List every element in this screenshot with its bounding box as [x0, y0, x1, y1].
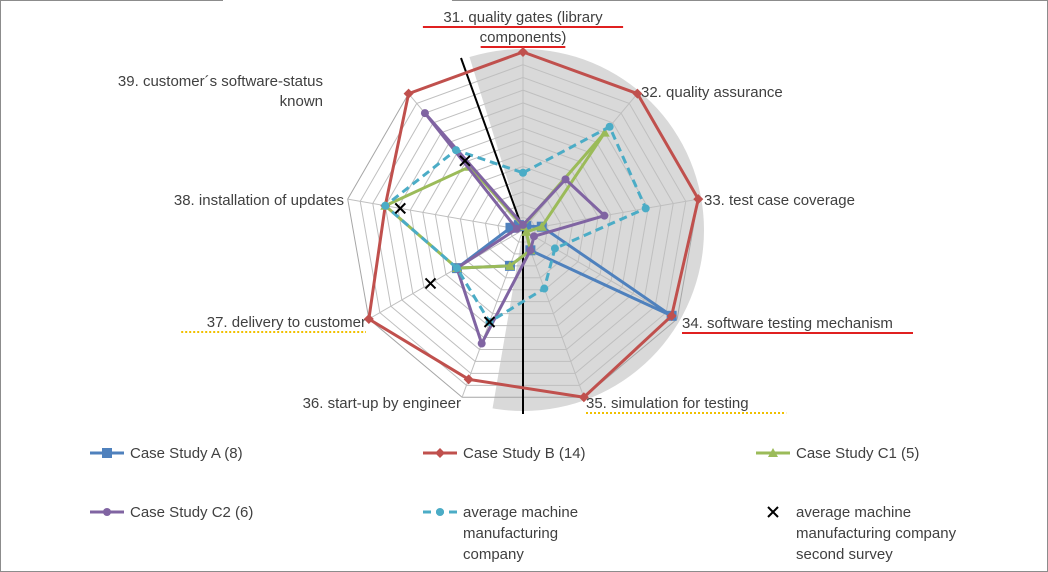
legend-marker	[767, 506, 779, 518]
data-point	[521, 226, 532, 236]
data-point	[693, 194, 704, 205]
legend-item: Case Study A (8)	[90, 445, 243, 462]
legend-label: Case Study B (14)	[463, 445, 586, 462]
category-label: 32. quality assurance	[641, 84, 783, 101]
data-point	[483, 316, 496, 328]
data-point	[599, 127, 610, 137]
data-point	[363, 314, 374, 324]
legend-label: company	[463, 546, 524, 563]
series-line	[367, 50, 700, 399]
legend-marker	[435, 448, 445, 458]
legend-item: average machine manufacturing company	[423, 504, 578, 563]
category-label: 35. simulation for testing	[586, 395, 749, 412]
data-point	[530, 232, 539, 241]
series-2	[363, 47, 704, 403]
category-label: components)	[480, 29, 567, 46]
data-point	[600, 211, 609, 220]
data-point	[420, 109, 429, 118]
legend-label: Case Study C1 (5)	[796, 445, 919, 462]
data-point	[632, 88, 643, 99]
legend-label: average machine	[796, 504, 911, 521]
category-label: known	[280, 93, 323, 110]
radial-spoke	[461, 229, 524, 398]
legend-label: average machine	[463, 504, 578, 521]
category-label: 34. software testing mechanism	[682, 315, 893, 332]
data-point	[550, 244, 559, 253]
data-point	[513, 220, 524, 231]
data-point	[526, 246, 535, 255]
category-label: 38. installation of updates	[174, 192, 344, 209]
radial-spoke	[522, 229, 585, 398]
data-point	[452, 264, 461, 273]
category-label: 36. start-up by engineer	[303, 395, 461, 412]
data-point	[518, 47, 528, 57]
data-point	[540, 284, 549, 293]
data-point	[504, 260, 515, 270]
legend-marker	[103, 508, 111, 516]
data-point	[519, 168, 527, 177]
legend-label: second survey	[796, 546, 893, 563]
data-point	[463, 374, 474, 385]
legend-label: Case Study A (8)	[130, 445, 243, 462]
legend-item: average machine manufacturing company seco…	[767, 504, 957, 563]
data-point	[519, 220, 527, 229]
data-point	[561, 175, 570, 184]
data-point	[641, 204, 650, 213]
radial-spoke	[347, 198, 524, 231]
data-point	[381, 201, 390, 210]
data-point	[512, 224, 521, 233]
legend-label: Case Study C2 (6)	[130, 504, 253, 521]
data-point	[536, 221, 547, 231]
data-point	[394, 202, 407, 215]
data-point	[451, 146, 460, 155]
category-label: 33. test case coverage	[704, 192, 855, 209]
legend-marker	[436, 508, 444, 516]
data-point	[477, 339, 486, 348]
category-label: 39. customer´s software-status	[118, 73, 323, 90]
data-point	[424, 277, 437, 290]
radial-spoke	[368, 229, 524, 320]
data-point	[666, 310, 677, 321]
data-point	[403, 88, 414, 99]
legend-marker	[102, 448, 112, 458]
legend-label: manufacturing	[463, 525, 558, 542]
category-label: 31. quality gates (library	[443, 9, 603, 26]
data-point	[505, 222, 516, 233]
category-label: 37. delivery to customer	[207, 314, 366, 331]
series-line	[423, 111, 606, 346]
legend-item: Case Study C2 (6)	[90, 504, 253, 521]
data-point	[459, 155, 471, 167]
radial-spoke	[522, 198, 699, 231]
legend-marker	[768, 448, 778, 457]
legend-item: Case Study C1 (5)	[756, 445, 919, 462]
legend-item: Case Study B (14)	[423, 445, 586, 462]
divider-line-upper	[460, 57, 524, 231]
unshaded-area	[223, 0, 523, 530]
data-point	[578, 392, 589, 403]
series-line	[383, 131, 607, 270]
legend-label: manufacturing company	[796, 525, 957, 542]
data-point	[605, 122, 614, 131]
radial-spoke	[522, 229, 678, 320]
series-6	[394, 155, 496, 328]
